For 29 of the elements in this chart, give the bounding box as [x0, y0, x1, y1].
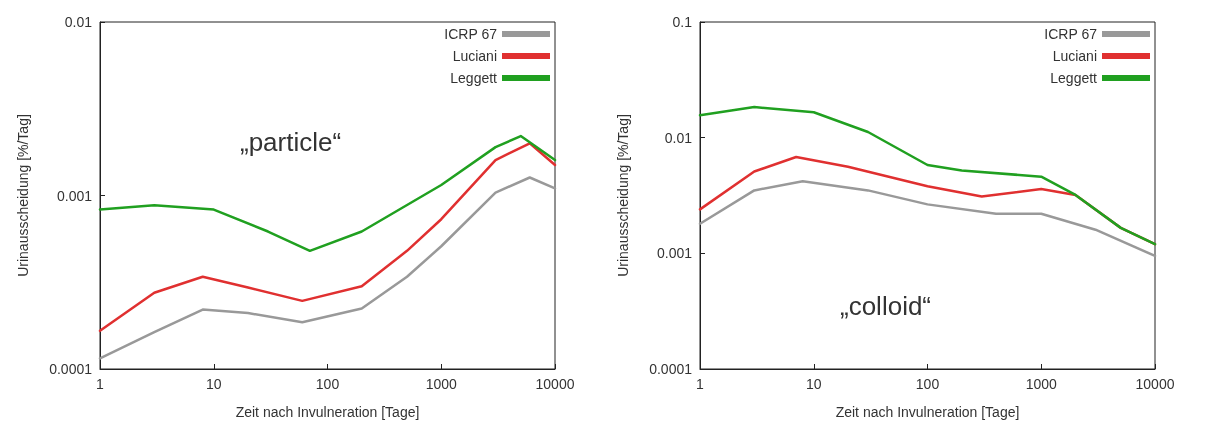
legend-label: ICRP 67 — [444, 26, 498, 42]
x-tick-label: 1000 — [425, 376, 458, 392]
y-tick-label: 0.0001 — [649, 361, 693, 377]
x-tick-label: 1 — [96, 376, 105, 392]
y-tick-label: 0.001 — [656, 245, 693, 262]
x-axis-title: Zeit nach Invulneration [Tage] — [835, 404, 1020, 420]
y-tick-label: 0.001 — [56, 187, 93, 204]
x-tick-label: 10000 — [535, 376, 575, 392]
x-tick-label: 1 — [696, 376, 705, 392]
annotation: „particle“ — [240, 127, 342, 158]
annotation: „colloid“ — [840, 291, 932, 322]
y-tick-label: 0.01 — [64, 14, 93, 30]
y-tick-label: 0.1 — [672, 14, 693, 30]
legend-label: Luciani — [1052, 48, 1097, 64]
x-tick-label: 1000 — [1025, 376, 1058, 392]
x-tick-label: 100 — [315, 376, 340, 392]
x-tick-label: 10 — [205, 376, 222, 392]
x-tick-label: 10000 — [1135, 376, 1175, 392]
x-tick-label: 100 — [915, 376, 940, 392]
x-tick-label: 10 — [805, 376, 822, 392]
legend-label: ICRP 67 — [1044, 26, 1098, 42]
y-axis-title: Urinausscheidung [%/Tag] — [15, 114, 31, 277]
y-tick-label: 0.0001 — [49, 361, 93, 377]
y-axis-title: Urinausscheidung [%/Tag] — [615, 114, 631, 277]
x-axis-title: Zeit nach Invulneration [Tage] — [235, 404, 420, 420]
y-tick-label: 0.01 — [664, 129, 693, 146]
legend-label: Luciani — [452, 48, 497, 64]
legend-label: Leggett — [1050, 70, 1098, 86]
legend-label: Leggett — [450, 70, 498, 86]
